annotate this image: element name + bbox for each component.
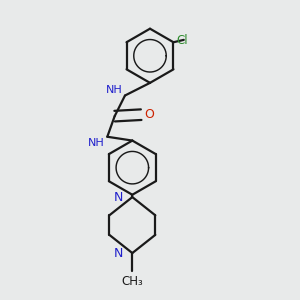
Text: NH: NH bbox=[106, 85, 123, 94]
Text: CH₃: CH₃ bbox=[122, 275, 143, 288]
Text: NH: NH bbox=[88, 138, 105, 148]
Text: N: N bbox=[114, 190, 124, 204]
Text: Cl: Cl bbox=[176, 34, 188, 47]
Text: O: O bbox=[145, 108, 154, 121]
Text: N: N bbox=[114, 247, 124, 260]
